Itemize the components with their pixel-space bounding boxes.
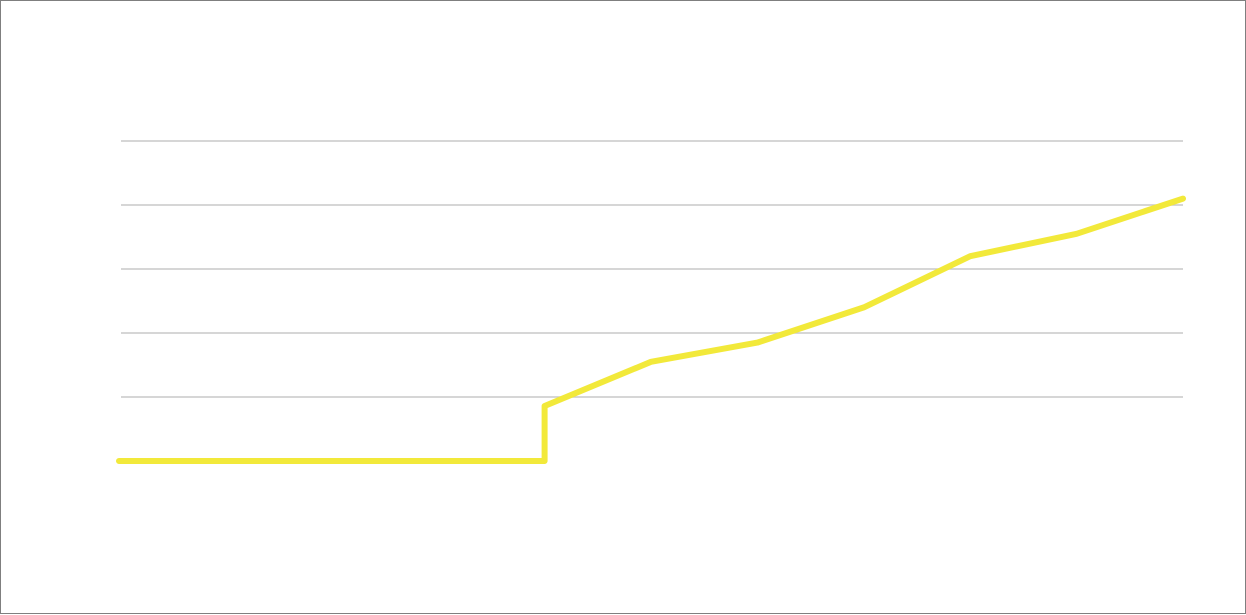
series-line-1: [116, 195, 1186, 464]
series-group: [116, 195, 1186, 464]
gridlines: [121, 140, 1183, 398]
